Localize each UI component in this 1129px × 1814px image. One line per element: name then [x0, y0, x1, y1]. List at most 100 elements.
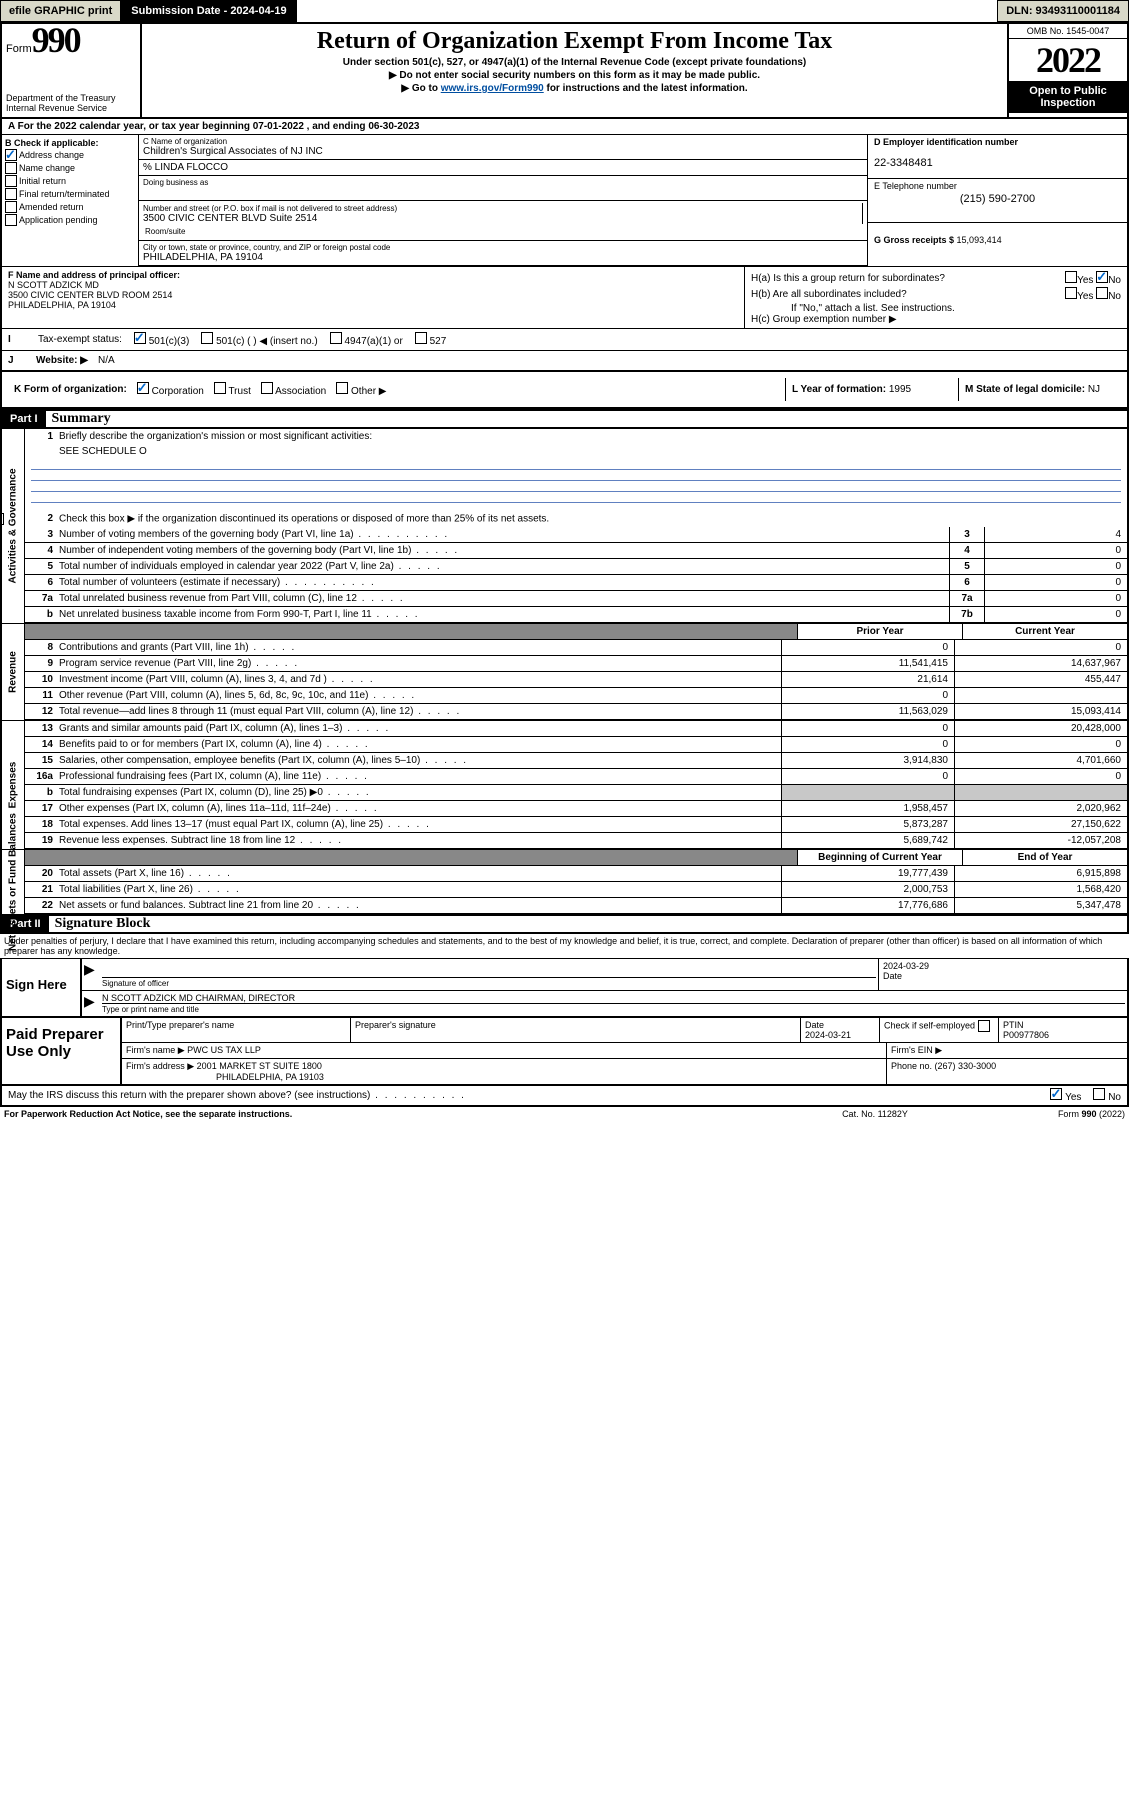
- k-trust-checkbox[interactable]: [214, 382, 226, 394]
- ha-no-checkbox[interactable]: [1096, 271, 1108, 283]
- checkbox-app-pending[interactable]: [5, 214, 17, 226]
- table-row: 17Other expenses (Part IX, column (A), l…: [25, 801, 1127, 817]
- open-to-public-badge: Open to Public Inspection: [1009, 81, 1127, 113]
- ptin-value: P00977806: [1003, 1030, 1049, 1040]
- firm-addr2: PHILADELPHIA, PA 19103: [126, 1072, 324, 1082]
- may-no-checkbox[interactable]: [1093, 1088, 1105, 1100]
- checkbox-address-change[interactable]: [5, 149, 17, 161]
- k-assoc-checkbox[interactable]: [261, 382, 273, 394]
- table-row: 13Grants and similar amounts paid (Part …: [25, 721, 1127, 737]
- sign-here-block: Sign Here ▶ Signature of officer 2024-03…: [0, 958, 1129, 1018]
- checkbox-initial-return[interactable]: [5, 175, 17, 187]
- line5-box: 5: [949, 559, 984, 574]
- dept-treasury: Department of the Treasury: [6, 93, 136, 103]
- line-num: 9: [25, 656, 57, 671]
- line-text: Investment income (Part VIII, column (A)…: [57, 672, 781, 687]
- prior-year-val: 1,958,457: [781, 801, 954, 816]
- top-bar: efile GRAPHIC print Submission Date - 20…: [0, 0, 1129, 22]
- line4-val: 0: [984, 543, 1127, 558]
- form-title: Return of Organization Exempt From Incom…: [146, 28, 1003, 55]
- firm-name: PWC US TAX LLP: [187, 1045, 261, 1055]
- line3-box: 3: [949, 527, 984, 542]
- irs-link[interactable]: www.irs.gov/Form990: [441, 83, 544, 94]
- line-num: 21: [25, 882, 57, 897]
- 527-checkbox[interactable]: [415, 332, 427, 344]
- self-employed-label: Check if self-employed: [884, 1020, 975, 1030]
- m-value: NJ: [1088, 384, 1100, 395]
- form-subtitle-3: ▶ Go to www.irs.gov/Form990 for instruct…: [146, 83, 1003, 94]
- firm-addr-label: Firm's address ▶: [126, 1061, 194, 1071]
- line5-text: Total number of individuals employed in …: [57, 559, 949, 574]
- current-year-val: -12,057,208: [954, 833, 1127, 848]
- k-other-checkbox[interactable]: [336, 382, 348, 394]
- dba-label: Doing business as: [143, 178, 863, 187]
- form-word: Form: [6, 43, 32, 55]
- officer-print-label: Type or print name and title: [102, 1003, 1125, 1014]
- checkbox-name-change[interactable]: [5, 162, 17, 174]
- care-of: % LINDA FLOCCO: [143, 162, 863, 173]
- current-year-val: 14,637,967: [954, 656, 1127, 671]
- col-prior-year: Prior Year: [797, 624, 962, 639]
- line-text: Benefits paid to or for members (Part IX…: [57, 737, 781, 752]
- ha-label: H(a) Is this a group return for subordin…: [751, 273, 945, 284]
- form-number: 990: [32, 20, 80, 60]
- line-text: Other expenses (Part IX, column (A), lin…: [57, 801, 781, 816]
- col-d-e-g: D Employer identification number 22-3348…: [867, 135, 1127, 266]
- efile-print-button[interactable]: efile GRAPHIC print: [0, 0, 121, 22]
- street-address: 3500 CIVIC CENTER BLVD Suite 2514: [143, 213, 317, 224]
- current-year-val: 15,093,414: [954, 704, 1127, 719]
- table-row: 9Program service revenue (Part VIII, lin…: [25, 656, 1127, 672]
- table-row: 21Total liabilities (Part X, line 26)2,0…: [25, 882, 1127, 898]
- table-row: 18Total expenses. Add lines 13–17 (must …: [25, 817, 1127, 833]
- current-year-val: 455,447: [954, 672, 1127, 687]
- k-corp-checkbox[interactable]: [137, 382, 149, 394]
- line-num: 11: [25, 688, 57, 703]
- checkbox-amended[interactable]: [5, 201, 17, 213]
- line-num: 8: [25, 640, 57, 655]
- line-num: 15: [25, 753, 57, 768]
- sign-arrow-icon: ▶: [82, 959, 100, 990]
- 501c3-checkbox[interactable]: [134, 332, 146, 344]
- submission-date: Submission Date - 2024-04-19: [121, 0, 296, 22]
- checkbox-final-return[interactable]: [5, 188, 17, 200]
- table-row: 19Revenue less expenses. Subtract line 1…: [25, 833, 1127, 849]
- table-row: 12Total revenue—add lines 8 through 11 (…: [25, 704, 1127, 720]
- prior-year-val: 2,000,753: [781, 882, 954, 897]
- prior-year-val: 5,873,287: [781, 817, 954, 832]
- m-label: M State of legal domicile:: [965, 384, 1088, 395]
- gross-receipts-label: G Gross receipts $: [874, 235, 957, 245]
- line4-box: 4: [949, 543, 984, 558]
- side-label-revenue: Revenue: [8, 651, 19, 693]
- self-employed-checkbox[interactable]: [978, 1020, 990, 1032]
- net-assets-section: Net Assets or Fund Balances Beginning of…: [0, 849, 1129, 916]
- line2-checkbox[interactable]: [0, 513, 4, 525]
- k-assoc-label: Association: [275, 386, 326, 397]
- line-num: 16a: [25, 769, 57, 784]
- declaration-text: Under penalties of perjury, I declare th…: [0, 934, 1129, 958]
- 501c-checkbox[interactable]: [201, 332, 213, 344]
- form-subtitle-1: Under section 501(c), 527, or 4947(a)(1)…: [146, 57, 1003, 68]
- signature-date-label: Date: [883, 971, 1123, 981]
- current-year-val: 5,347,478: [954, 898, 1127, 913]
- line3-val: 4: [984, 527, 1127, 542]
- website-value: N/A: [98, 355, 115, 366]
- hb-yes-checkbox[interactable]: [1065, 287, 1077, 299]
- line-num: 20: [25, 866, 57, 881]
- street-label: Number and street (or P.O. box if mail i…: [143, 204, 397, 213]
- signature-date: 2024-03-29: [883, 961, 1123, 971]
- preparer-date: 2024-03-21: [805, 1030, 851, 1040]
- hb-no-checkbox[interactable]: [1096, 287, 1108, 299]
- col-beginning-year: Beginning of Current Year: [797, 850, 962, 865]
- may-yes-checkbox[interactable]: [1050, 1088, 1062, 1100]
- ha-yes-checkbox[interactable]: [1065, 271, 1077, 283]
- paid-preparer-label: Paid Preparer Use Only: [2, 1018, 122, 1084]
- firm-phone: (267) 330-3000: [935, 1061, 997, 1071]
- ptin-label: PTIN: [1003, 1020, 1024, 1030]
- line-num: 17: [25, 801, 57, 816]
- current-year-val: 4,701,660: [954, 753, 1127, 768]
- line6-box: 6: [949, 575, 984, 590]
- 4947-checkbox[interactable]: [330, 332, 342, 344]
- table-row: 20Total assets (Part X, line 16)19,777,4…: [25, 866, 1127, 882]
- current-year-val: 0: [954, 640, 1127, 655]
- line-text: Other revenue (Part VIII, column (A), li…: [57, 688, 781, 703]
